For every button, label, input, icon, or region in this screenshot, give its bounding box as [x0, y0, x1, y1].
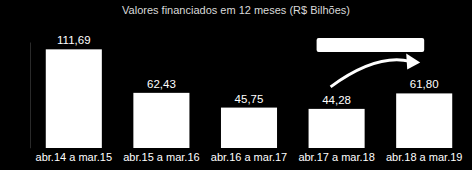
annotation-arrow	[331, 60, 411, 87]
bar	[133, 93, 189, 148]
y-axis-line	[30, 43, 31, 149]
x-tick-label: abr.14 a mar.15	[36, 151, 112, 163]
annotation-box	[317, 38, 425, 52]
x-axis: abr.14 a mar.15 abr.15 a mar.16 abr.16 a m…	[31, 148, 469, 163]
x-tick: abr.15 a mar.16	[123, 148, 199, 163]
data-label: 61,80	[410, 78, 439, 90]
x-tick: abr.16 a mar.17	[211, 148, 287, 163]
x-tick: abr.18 a mar.19	[386, 148, 462, 163]
plot: abr.14 a mar.15 abr.15 a mar.16 abr.16 a m…	[31, 34, 469, 163]
x-tick-label: abr.18 a mar.19	[386, 151, 462, 163]
bars	[46, 49, 452, 148]
data-label: 62,43	[147, 78, 176, 90]
annotation-arrowhead	[406, 53, 420, 69]
data-label: 45,75	[235, 93, 264, 105]
x-tick-label: abr.15 a mar.16	[123, 151, 199, 163]
bar	[46, 49, 102, 148]
x-tick: abr.17 a mar.18	[298, 148, 374, 163]
background	[0, 0, 472, 170]
bar	[396, 93, 452, 148]
bar	[221, 108, 277, 148]
chart-container: abr.14 a mar.15 abr.15 a mar.16 abr.16 a m…	[0, 0, 472, 170]
title: Valores financiados em 12 meses (R$ Bilh…	[122, 4, 350, 16]
data-labels: 111,69 62,43 45,75 44,28 61,80	[57, 34, 439, 106]
x-axis-line	[31, 148, 469, 149]
bar	[309, 109, 365, 148]
chart-svg: abr.14 a mar.15 abr.15 a mar.16 abr.16 a m…	[0, 0, 472, 170]
y-axis	[30, 43, 31, 149]
data-label: 111,69	[57, 34, 90, 46]
x-tick: abr.14 a mar.15	[36, 148, 112, 163]
data-label: 44,28	[322, 94, 351, 106]
x-tick-label: abr.16 a mar.17	[211, 151, 287, 163]
x-tick-label: abr.17 a mar.18	[298, 151, 374, 163]
